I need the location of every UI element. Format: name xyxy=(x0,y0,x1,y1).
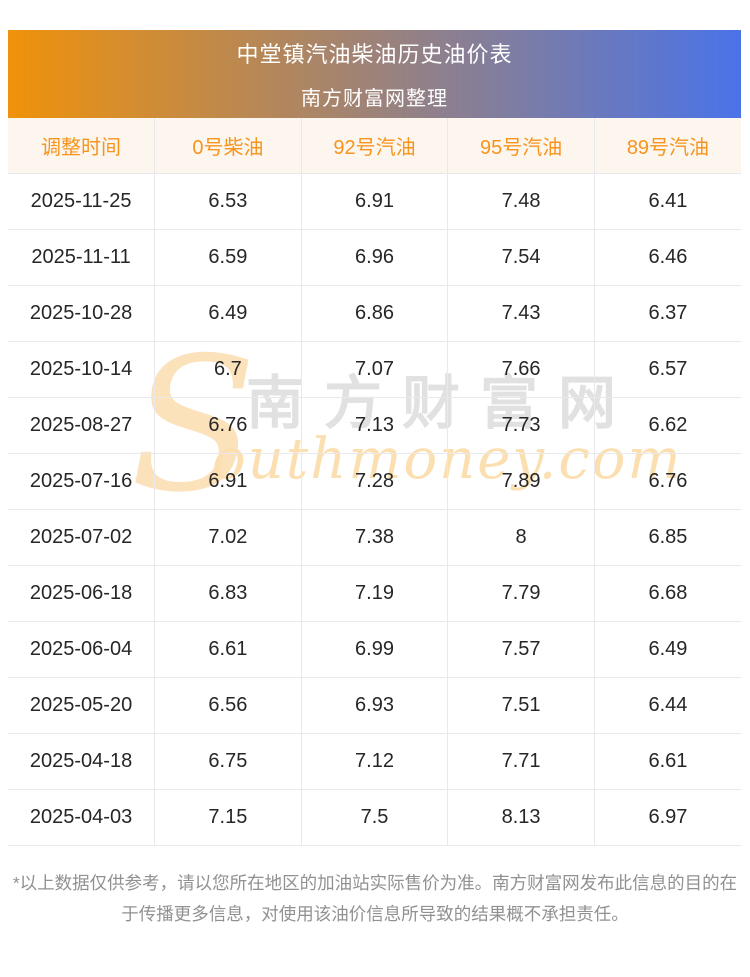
cell-gasoline-92: 7.19 xyxy=(300,565,448,622)
cell-gasoline-92: 7.38 xyxy=(300,509,448,566)
cell-adjust-date: 2025-10-14 xyxy=(8,341,155,398)
cell-gasoline-89: 6.57 xyxy=(593,341,741,398)
column-header-diesel-0: 0号柴油 xyxy=(154,118,302,174)
cell-diesel-0: 6.7 xyxy=(154,341,302,398)
cell-diesel-0: 6.49 xyxy=(154,285,302,342)
cell-gasoline-95: 7.79 xyxy=(447,565,595,622)
price-table-container: S 南方财富网 outhmoney.com 调整时间 0号柴油 92号汽油 95… xyxy=(8,118,741,846)
cell-gasoline-89: 6.49 xyxy=(593,621,741,678)
table-row: 2025-11-25 6.53 6.91 7.48 6.41 xyxy=(8,173,741,230)
cell-diesel-0: 6.83 xyxy=(154,565,302,622)
table-row: 2025-10-14 6.7 7.07 7.66 6.57 xyxy=(8,341,741,398)
table-body: 2025-11-25 6.53 6.91 7.48 6.41 2025-11-11 6.59… xyxy=(8,173,741,846)
cell-diesel-0: 6.61 xyxy=(154,621,302,678)
table-header-row: 调整时间 0号柴油 92号汽油 95号汽油 89号汽油 xyxy=(8,118,741,174)
column-header-gasoline-95: 95号汽油 xyxy=(447,118,595,174)
cell-gasoline-89: 6.62 xyxy=(593,397,741,454)
cell-adjust-date: 2025-04-03 xyxy=(8,789,155,846)
table-title-banner: 中堂镇汽油柴油历史油价表 南方财富网整理 xyxy=(8,30,741,118)
cell-gasoline-89: 6.44 xyxy=(593,677,741,734)
cell-gasoline-92: 6.86 xyxy=(300,285,448,342)
table-row: 2025-07-02 7.02 7.38 8 6.85 xyxy=(8,509,741,566)
cell-gasoline-92: 7.07 xyxy=(300,341,448,398)
cell-diesel-0: 7.15 xyxy=(154,789,302,846)
cell-gasoline-95: 7.54 xyxy=(447,229,595,286)
cell-gasoline-92: 6.91 xyxy=(300,173,448,230)
cell-gasoline-92: 6.96 xyxy=(300,229,448,286)
oil-price-history-table: 调整时间 0号柴油 92号汽油 95号汽油 89号汽油 2025-11-25 6.… xyxy=(8,118,741,846)
table-row: 2025-11-11 6.59 6.96 7.54 6.46 xyxy=(8,229,741,286)
column-header-gasoline-92: 92号汽油 xyxy=(300,118,448,174)
cell-diesel-0: 6.91 xyxy=(154,453,302,510)
cell-gasoline-89: 6.37 xyxy=(593,285,741,342)
cell-gasoline-95: 7.48 xyxy=(447,173,595,230)
cell-adjust-date: 2025-10-28 xyxy=(8,285,155,342)
table-row: 2025-06-04 6.61 6.99 7.57 6.49 xyxy=(8,621,741,678)
page-title: 中堂镇汽油柴油历史油价表 xyxy=(236,42,513,67)
page-subtitle: 南方财富网整理 xyxy=(301,88,448,110)
cell-adjust-date: 2025-08-27 xyxy=(8,397,155,454)
cell-gasoline-95: 8.13 xyxy=(447,789,595,846)
cell-gasoline-89: 6.41 xyxy=(593,173,741,230)
cell-gasoline-92: 7.13 xyxy=(300,397,448,454)
cell-gasoline-92: 6.99 xyxy=(300,621,448,678)
table-row: 2025-04-03 7.15 7.5 8.13 6.97 xyxy=(8,789,741,846)
cell-gasoline-89: 6.46 xyxy=(593,229,741,286)
cell-adjust-date: 2025-04-18 xyxy=(8,733,155,790)
cell-adjust-date: 2025-06-18 xyxy=(8,565,155,622)
table-head: 调整时间 0号柴油 92号汽油 95号汽油 89号汽油 xyxy=(8,118,741,174)
disclaimer-text: *以上数据仅供参考，请以您所在地区的加油站实际售价为准。南方财富网发布此信息的目… xyxy=(12,873,738,924)
cell-diesel-0: 6.76 xyxy=(154,397,302,454)
table-row: 2025-08-27 6.76 7.13 7.73 6.62 xyxy=(8,397,741,454)
cell-diesel-0: 6.53 xyxy=(154,173,302,230)
cell-gasoline-92: 7.28 xyxy=(300,453,448,510)
cell-gasoline-95: 7.71 xyxy=(447,733,595,790)
cell-gasoline-89: 6.85 xyxy=(593,509,741,566)
cell-diesel-0: 6.59 xyxy=(154,229,302,286)
table-row: 2025-06-18 6.83 7.19 7.79 6.68 xyxy=(8,565,741,622)
cell-gasoline-89: 6.68 xyxy=(593,565,741,622)
cell-adjust-date: 2025-06-04 xyxy=(8,621,155,678)
cell-adjust-date: 2025-07-16 xyxy=(8,453,155,510)
table-row: 2025-07-16 6.91 7.28 7.89 6.76 xyxy=(8,453,741,510)
cell-gasoline-89: 6.61 xyxy=(593,733,741,790)
column-header-gasoline-89: 89号汽油 xyxy=(593,118,741,174)
cell-gasoline-89: 6.97 xyxy=(593,789,741,846)
cell-adjust-date: 2025-05-20 xyxy=(8,677,155,734)
cell-adjust-date: 2025-07-02 xyxy=(8,509,155,566)
cell-diesel-0: 6.75 xyxy=(154,733,302,790)
cell-gasoline-92: 7.5 xyxy=(300,789,448,846)
cell-gasoline-95: 8 xyxy=(447,509,595,566)
cell-gasoline-95: 7.66 xyxy=(447,341,595,398)
cell-gasoline-95: 7.43 xyxy=(447,285,595,342)
cell-gasoline-92: 7.12 xyxy=(300,733,448,790)
cell-diesel-0: 7.02 xyxy=(154,509,302,566)
cell-diesel-0: 6.56 xyxy=(154,677,302,734)
table-row: 2025-05-20 6.56 6.93 7.51 6.44 xyxy=(8,677,741,734)
cell-adjust-date: 2025-11-11 xyxy=(8,229,155,286)
cell-gasoline-92: 6.93 xyxy=(300,677,448,734)
table-row: 2025-10-28 6.49 6.86 7.43 6.37 xyxy=(8,285,741,342)
column-header-adjust-date: 调整时间 xyxy=(8,118,155,174)
cell-gasoline-95: 7.51 xyxy=(447,677,595,734)
cell-adjust-date: 2025-11-25 xyxy=(8,173,155,230)
cell-gasoline-95: 7.73 xyxy=(447,397,595,454)
table-row: 2025-04-18 6.75 7.12 7.71 6.61 xyxy=(8,733,741,790)
cell-gasoline-89: 6.76 xyxy=(593,453,741,510)
cell-gasoline-95: 7.57 xyxy=(447,621,595,678)
cell-gasoline-95: 7.89 xyxy=(447,453,595,510)
